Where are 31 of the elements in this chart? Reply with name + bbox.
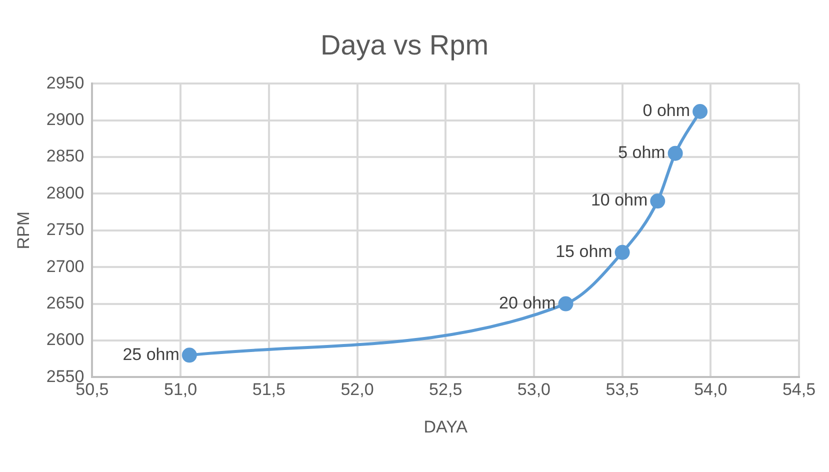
y-tick-label: 2650: [46, 293, 84, 312]
point: [558, 296, 574, 312]
point: [650, 194, 666, 209]
x-tick-label: 52,5: [429, 380, 462, 400]
y-tick-label: 2750: [46, 220, 84, 240]
y-tick-label: 2950: [46, 73, 84, 92]
x-tick-label: 52,0: [340, 380, 374, 400]
x-tick-label: 53,0: [517, 380, 551, 400]
annotation: 15 ohm: [556, 242, 612, 262]
x-tick-label: 54,0: [694, 380, 728, 400]
x-tick-label: 53,5: [606, 380, 639, 400]
y-tick-label: 2850: [46, 146, 84, 166]
point: [614, 244, 630, 260]
point: [692, 104, 708, 119]
point: [182, 348, 197, 363]
y-tick-label: 2900: [46, 110, 84, 129]
annotation: 10 ohm: [590, 190, 648, 210]
x-tick-label: 54,5: [782, 380, 816, 400]
point: [668, 146, 683, 161]
x-axis-title: DAYA: [424, 417, 468, 436]
annotation: 20 ohm: [499, 293, 556, 312]
annotation: 0 ohm: [642, 101, 690, 120]
y-tick-label: 2800: [46, 183, 84, 202]
x-tick-label: 51,0: [164, 380, 198, 400]
annotation: 5 ohm: [618, 143, 666, 162]
annotation: 25 ohm: [122, 344, 180, 364]
y-axis-title: RPM: [14, 212, 33, 250]
chart-title: Daya vs Rpm: [320, 30, 489, 61]
y-tick-label: 2700: [46, 256, 84, 276]
x-tick-label: 51,5: [252, 380, 286, 400]
y-tick-label: 2600: [46, 330, 84, 350]
